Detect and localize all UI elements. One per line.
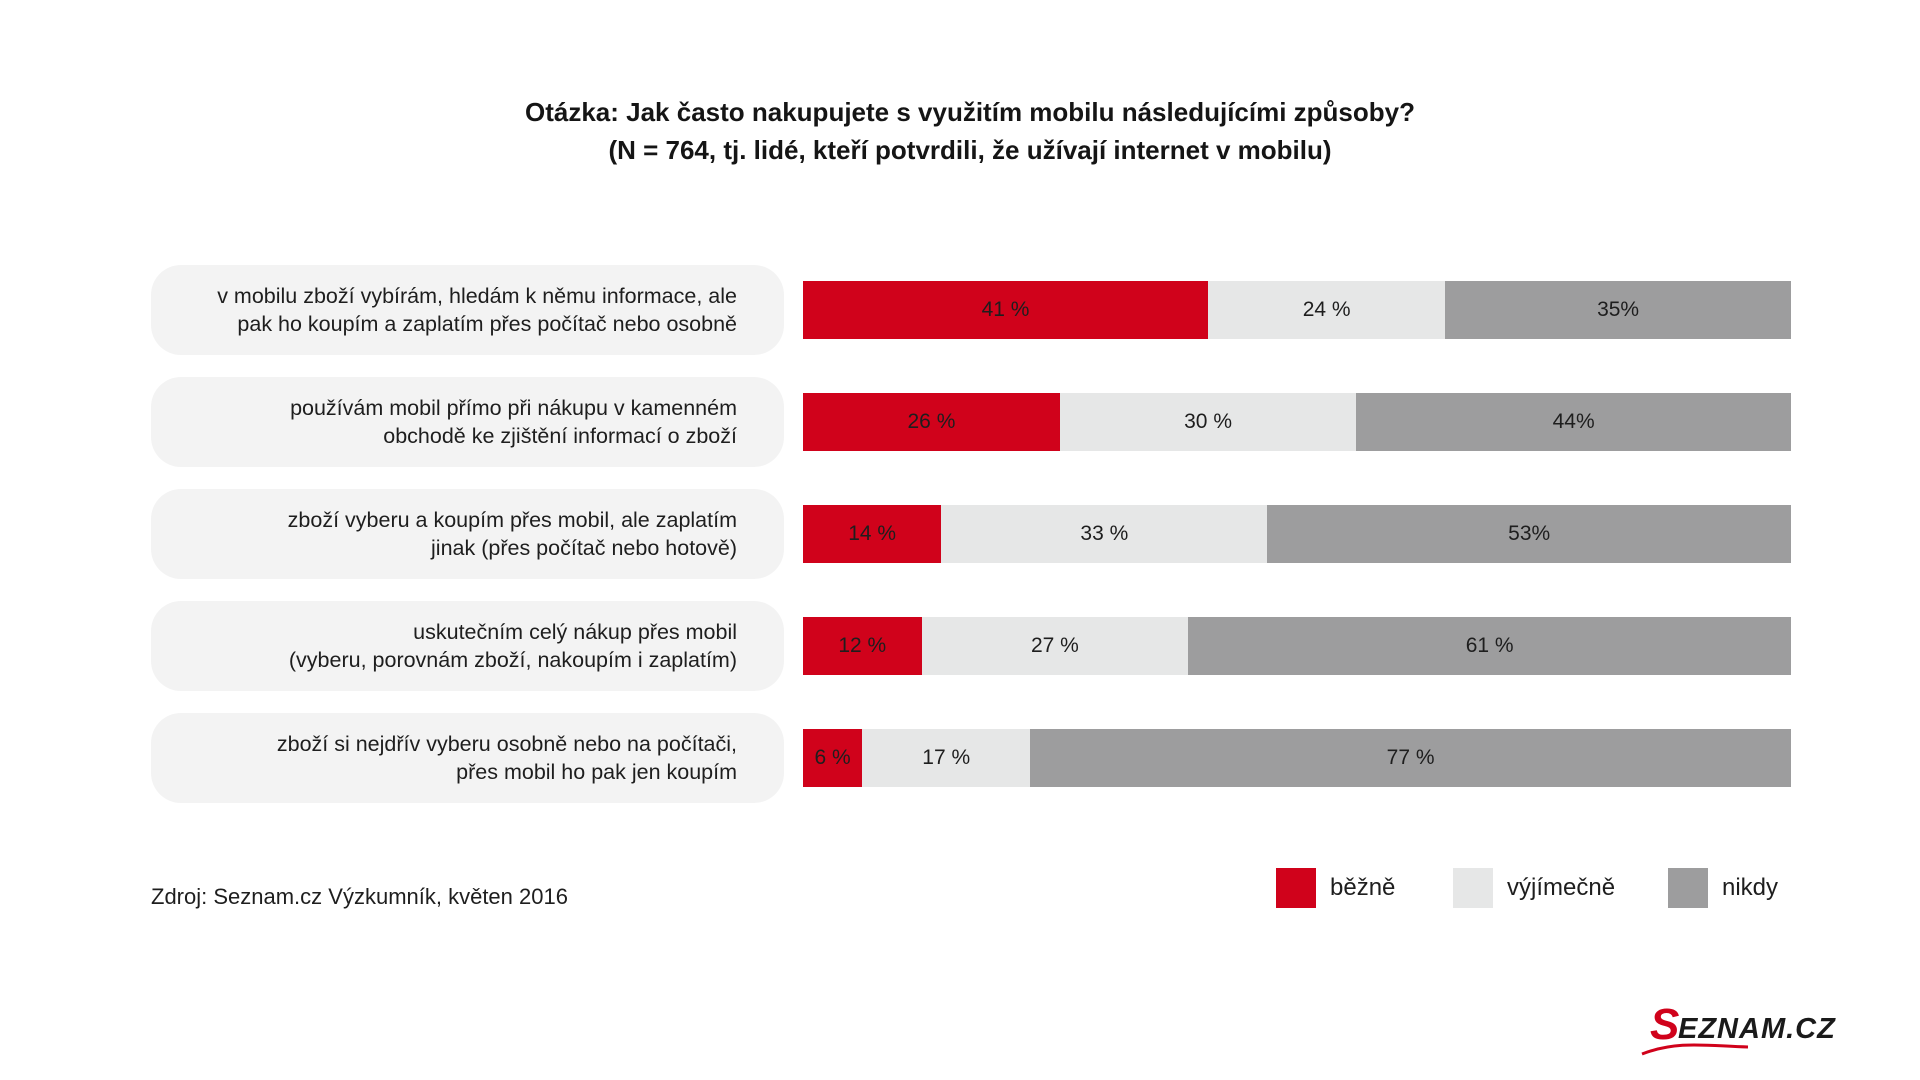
- chart-title: Otázka: Jak často nakupujete s využitím …: [0, 93, 1920, 169]
- bar-segment-bezne: 41 %: [803, 281, 1209, 339]
- data-label: 61 %: [1465, 634, 1514, 657]
- row-label-text: zboží si nejdřív vyberu osobně nebo na p…: [277, 730, 737, 786]
- stacked-bar: 12 % 27 % 61 %: [803, 617, 1791, 675]
- bar-segment-nikdy: 61 %: [1188, 617, 1791, 675]
- logo-swoosh: [1641, 1043, 1749, 1056]
- row-label-line: zboží vyberu a koupím přes mobil, ale za…: [287, 508, 737, 532]
- bar-segment-nikdy: 35%: [1445, 281, 1791, 339]
- logo-wordmark: EZNAM.CZ: [1678, 1013, 1836, 1045]
- bar-segment-vyjimecne: 24 %: [1208, 281, 1446, 339]
- row-label-line: pak ho koupím a zaplatím přes počítač ne…: [237, 312, 737, 336]
- row-label: v mobilu zboží vybírám, hledám k němu in…: [151, 265, 784, 355]
- row-label-line: uskutečním celý nákup přes mobil: [413, 620, 737, 644]
- legend-swatch: [1453, 868, 1493, 908]
- bar-segment-bezne: 6 %: [803, 729, 863, 787]
- row-label-line: obchodě ke zjištění informací o zboží: [383, 424, 737, 448]
- legend-label: nikdy: [1722, 874, 1779, 901]
- chart-title-line-1: Otázka: Jak často nakupujete s využitím …: [524, 97, 1415, 127]
- legend-item: výjímečně: [1453, 868, 1615, 908]
- bar-segment-bezne: 14 %: [803, 505, 942, 563]
- row-label-line: jinak (přes počítač nebo hotově): [431, 536, 737, 560]
- bar-segment-nikdy: 77 %: [1030, 729, 1791, 787]
- row-label-line: zboží si nejdřív vyberu osobně nebo na p…: [276, 732, 737, 756]
- row-label-line: (vyberu, porovnám zboží, nakoupím i zapl…: [288, 648, 737, 672]
- data-label: 12 %: [838, 634, 887, 657]
- row-label-text: uskutečním celý nákup přes mobil (vyberu,…: [289, 618, 737, 674]
- data-label: 17 %: [922, 746, 971, 769]
- row-label-line: používám mobil přímo při nákupu v kamenn…: [290, 396, 737, 420]
- bar-segment-bezne: 26 %: [803, 393, 1060, 451]
- bar-segment-nikdy: 53%: [1267, 505, 1791, 563]
- row-label-text: používám mobil přímo při nákupu v kamenn…: [290, 394, 737, 450]
- bar-segment-vyjimecne: 17 %: [862, 729, 1031, 787]
- stacked-bar: 14 % 33 % 53%: [803, 505, 1791, 563]
- legend-swatch: [1276, 868, 1316, 908]
- bar-segment-vyjimecne: 33 %: [941, 505, 1268, 563]
- row-label-line: v mobilu zboží vybírám, hledám k němu in…: [217, 284, 737, 308]
- data-label: 33 %: [1080, 522, 1129, 545]
- row-label: zboží vyberu a koupím přes mobil, ale za…: [151, 489, 784, 579]
- stacked-bar: 6 % 17 % 77 %: [803, 729, 1791, 787]
- row-label: uskutečním celý nákup přes mobil (vyberu,…: [151, 601, 784, 691]
- data-label: 27 %: [1030, 634, 1079, 657]
- bar-segment-vyjimecne: 27 %: [921, 617, 1189, 675]
- stacked-bar: 26 % 30 % 44%: [803, 393, 1791, 451]
- seznam-logo: S EZNAM.CZ: [1641, 1000, 1836, 1056]
- data-label: 24 %: [1302, 298, 1351, 321]
- data-label: 53%: [1508, 522, 1551, 545]
- row-label-line: přes mobil ho pak jen koupím: [456, 760, 737, 784]
- data-label: 6 %: [814, 746, 851, 769]
- data-label: 44%: [1552, 410, 1595, 433]
- bar-segment-bezne: 12 %: [803, 617, 922, 675]
- legend-item: nikdy: [1668, 868, 1778, 908]
- row-label-text: v mobilu zboží vybírám, hledám k němu in…: [217, 282, 737, 338]
- chart-title-line-2: (N = 764, tj. lidé, kteří potvrdili, že …: [608, 135, 1332, 165]
- bar-segment-vyjimecne: 30 %: [1059, 393, 1357, 451]
- row-label: zboží si nejdřív vyberu osobně nebo na p…: [151, 713, 784, 803]
- legend-label: výjímečně: [1507, 874, 1616, 901]
- data-label: 35%: [1597, 298, 1640, 321]
- data-label: 41 %: [981, 298, 1030, 321]
- legend-label: běžně: [1330, 874, 1396, 901]
- data-label: 30 %: [1184, 410, 1232, 433]
- bar-segment-nikdy: 44%: [1356, 393, 1791, 451]
- logo-letter-s: S: [1650, 1000, 1679, 1049]
- stacked-bar: 41 % 24 % 35%: [803, 281, 1791, 339]
- data-label: 14 %: [848, 522, 897, 545]
- row-label: používám mobil přímo při nákupu v kamenn…: [151, 377, 784, 467]
- legend-item: běžně: [1276, 868, 1395, 908]
- source-note: Zdroj: Seznam.cz Výzkumník, květen 2016: [151, 884, 568, 909]
- data-label: 77 %: [1386, 746, 1435, 769]
- data-label: 26 %: [907, 410, 956, 433]
- legend-swatch: [1668, 868, 1708, 908]
- row-label-text: zboží vyberu a koupím přes mobil, ale za…: [288, 506, 737, 562]
- legend: běžně výjímečně nikdy: [1276, 868, 1796, 908]
